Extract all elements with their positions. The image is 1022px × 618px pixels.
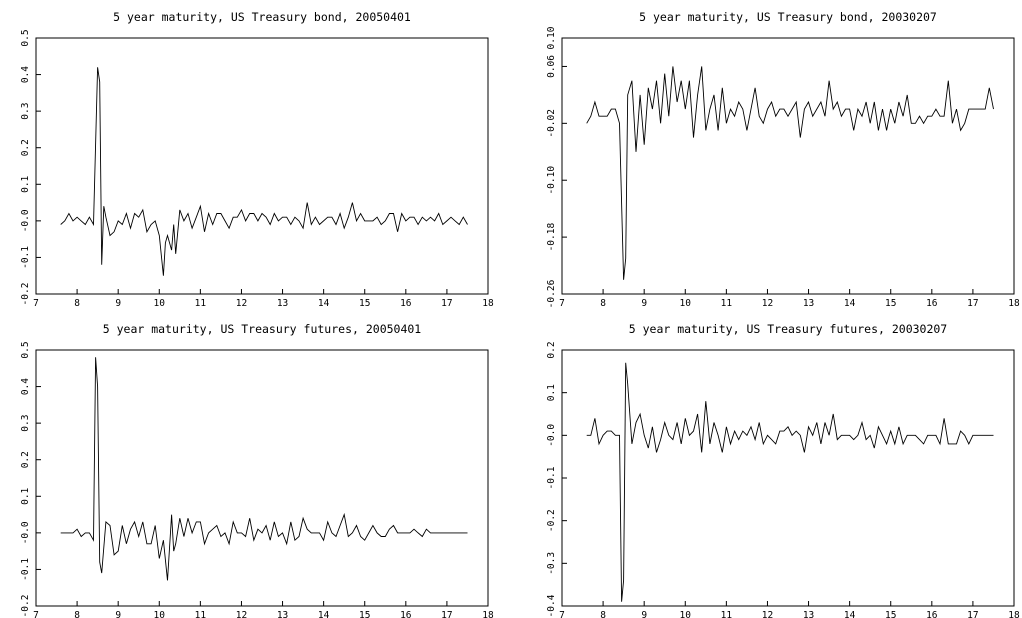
y-tick-label: 0.2 [20,139,31,156]
y-tick-label: 0.3 [20,415,31,432]
x-tick-label: 14 [844,610,856,618]
x-tick-label: 7 [559,610,565,618]
y-tick-label: -0.2 [546,509,557,532]
x-tick-label: 8 [600,610,606,618]
x-tick-label: 8 [74,610,80,618]
x-tick-label: 17 [441,610,452,618]
series-line [60,357,468,581]
plot-panel-futures-20030207: 5 year maturity, US Treasury futures, 20… [546,322,1020,618]
y-tick-label: -0.10 [546,166,557,195]
series-line [586,66,994,280]
x-tick-label: 16 [400,610,412,618]
y-tick-label: 0.5 [20,341,31,358]
y-tick-label: 0.06 [546,55,557,78]
plot-frame [35,349,489,607]
y-tick-label: -0.0 [20,521,31,544]
x-tick-label: 12 [762,298,773,309]
x-tick-label: 10 [680,298,692,309]
plot-panel-futures-20050401: 5 year maturity, US Treasury futures, 20… [20,322,494,618]
y-tick-label: -0.3 [546,552,557,575]
x-tick-label: 13 [803,298,814,309]
chart-title: 5 year maturity, US Treasury bond, 20050… [113,10,411,24]
x-tick-label: 9 [115,298,121,309]
x-tick-label: 15 [359,298,370,309]
y-tick-label: -0.2 [20,595,31,618]
y-tick-label: -0.4 [546,594,557,617]
chart-title: 5 year maturity, US Treasury futures, 20… [629,322,948,336]
x-tick-label: 14 [844,298,856,309]
plot-panel-bond-20050401: 5 year maturity, US Treasury bond, 20050… [20,10,494,309]
x-tick-label: 18 [1008,298,1020,309]
x-tick-label: 11 [195,298,207,309]
plot-panel-bond-20030207: 5 year maturity, US Treasury bond, 20030… [546,10,1020,309]
plot-frame [561,349,1015,607]
y-tick-label: 0.4 [20,378,31,395]
x-tick-label: 8 [74,298,80,309]
x-tick-label: 16 [926,610,938,618]
x-tick-label: 8 [600,298,606,309]
x-tick-label: 16 [926,298,938,309]
x-tick-label: 15 [885,298,896,309]
chart-title: 5 year maturity, US Treasury futures, 20… [103,322,422,336]
y-tick-label: 0.1 [20,487,31,504]
x-tick-label: 17 [967,610,978,618]
x-tick-label: 13 [277,298,288,309]
y-tick-label: 0.2 [546,341,557,358]
x-tick-label: 12 [236,298,247,309]
x-tick-label: 16 [400,298,412,309]
x-tick-label: 11 [195,610,207,618]
y-tick-label: -0.26 [546,279,557,308]
y-tick-label: 0.10 [546,26,557,49]
x-tick-label: 13 [277,610,288,618]
x-tick-label: 9 [641,610,647,618]
x-tick-label: 18 [1008,610,1020,618]
x-tick-label: 9 [115,610,121,618]
x-tick-label: 18 [482,610,494,618]
y-tick-label: -0.2 [20,283,31,306]
x-tick-label: 14 [318,298,330,309]
y-tick-label: 0.3 [20,103,31,120]
y-tick-label: 0.2 [20,451,31,468]
y-tick-label: -0.1 [20,558,31,581]
y-tick-label: -0.0 [20,209,31,232]
x-tick-label: 17 [967,298,978,309]
x-tick-label: 10 [680,610,692,618]
series-line [60,67,468,276]
y-tick-label: -0.1 [20,246,31,269]
y-tick-label: 0.4 [20,66,31,83]
y-tick-label: -0.1 [546,466,557,489]
x-tick-label: 7 [559,298,565,309]
series-line [586,362,994,602]
plot-frame [35,37,489,295]
x-tick-label: 10 [154,610,166,618]
y-tick-label: 0.1 [546,384,557,401]
x-tick-label: 13 [803,610,814,618]
y-tick-label: 0.5 [20,29,31,46]
x-tick-label: 18 [482,298,494,309]
x-tick-label: 17 [441,298,452,309]
x-tick-label: 15 [885,610,896,618]
x-tick-label: 7 [33,610,39,618]
x-tick-label: 10 [154,298,166,309]
y-tick-label: 0.1 [20,175,31,192]
x-tick-label: 7 [33,298,39,309]
y-tick-label: -0.02 [546,109,557,138]
y-tick-label: -0.18 [546,223,557,252]
x-tick-label: 12 [236,610,247,618]
x-tick-label: 15 [359,610,370,618]
plot-frame [561,37,1015,295]
y-tick-label: -0.0 [546,424,557,447]
x-tick-label: 11 [721,610,733,618]
x-tick-label: 12 [762,610,773,618]
chart-title: 5 year maturity, US Treasury bond, 20030… [639,10,937,24]
x-tick-label: 14 [318,610,330,618]
x-tick-label: 9 [641,298,647,309]
x-tick-label: 11 [721,298,733,309]
